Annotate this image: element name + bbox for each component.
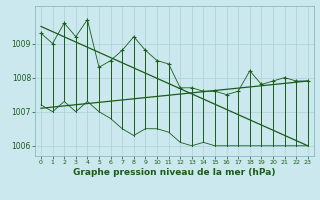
X-axis label: Graphe pression niveau de la mer (hPa): Graphe pression niveau de la mer (hPa) [73,168,276,177]
